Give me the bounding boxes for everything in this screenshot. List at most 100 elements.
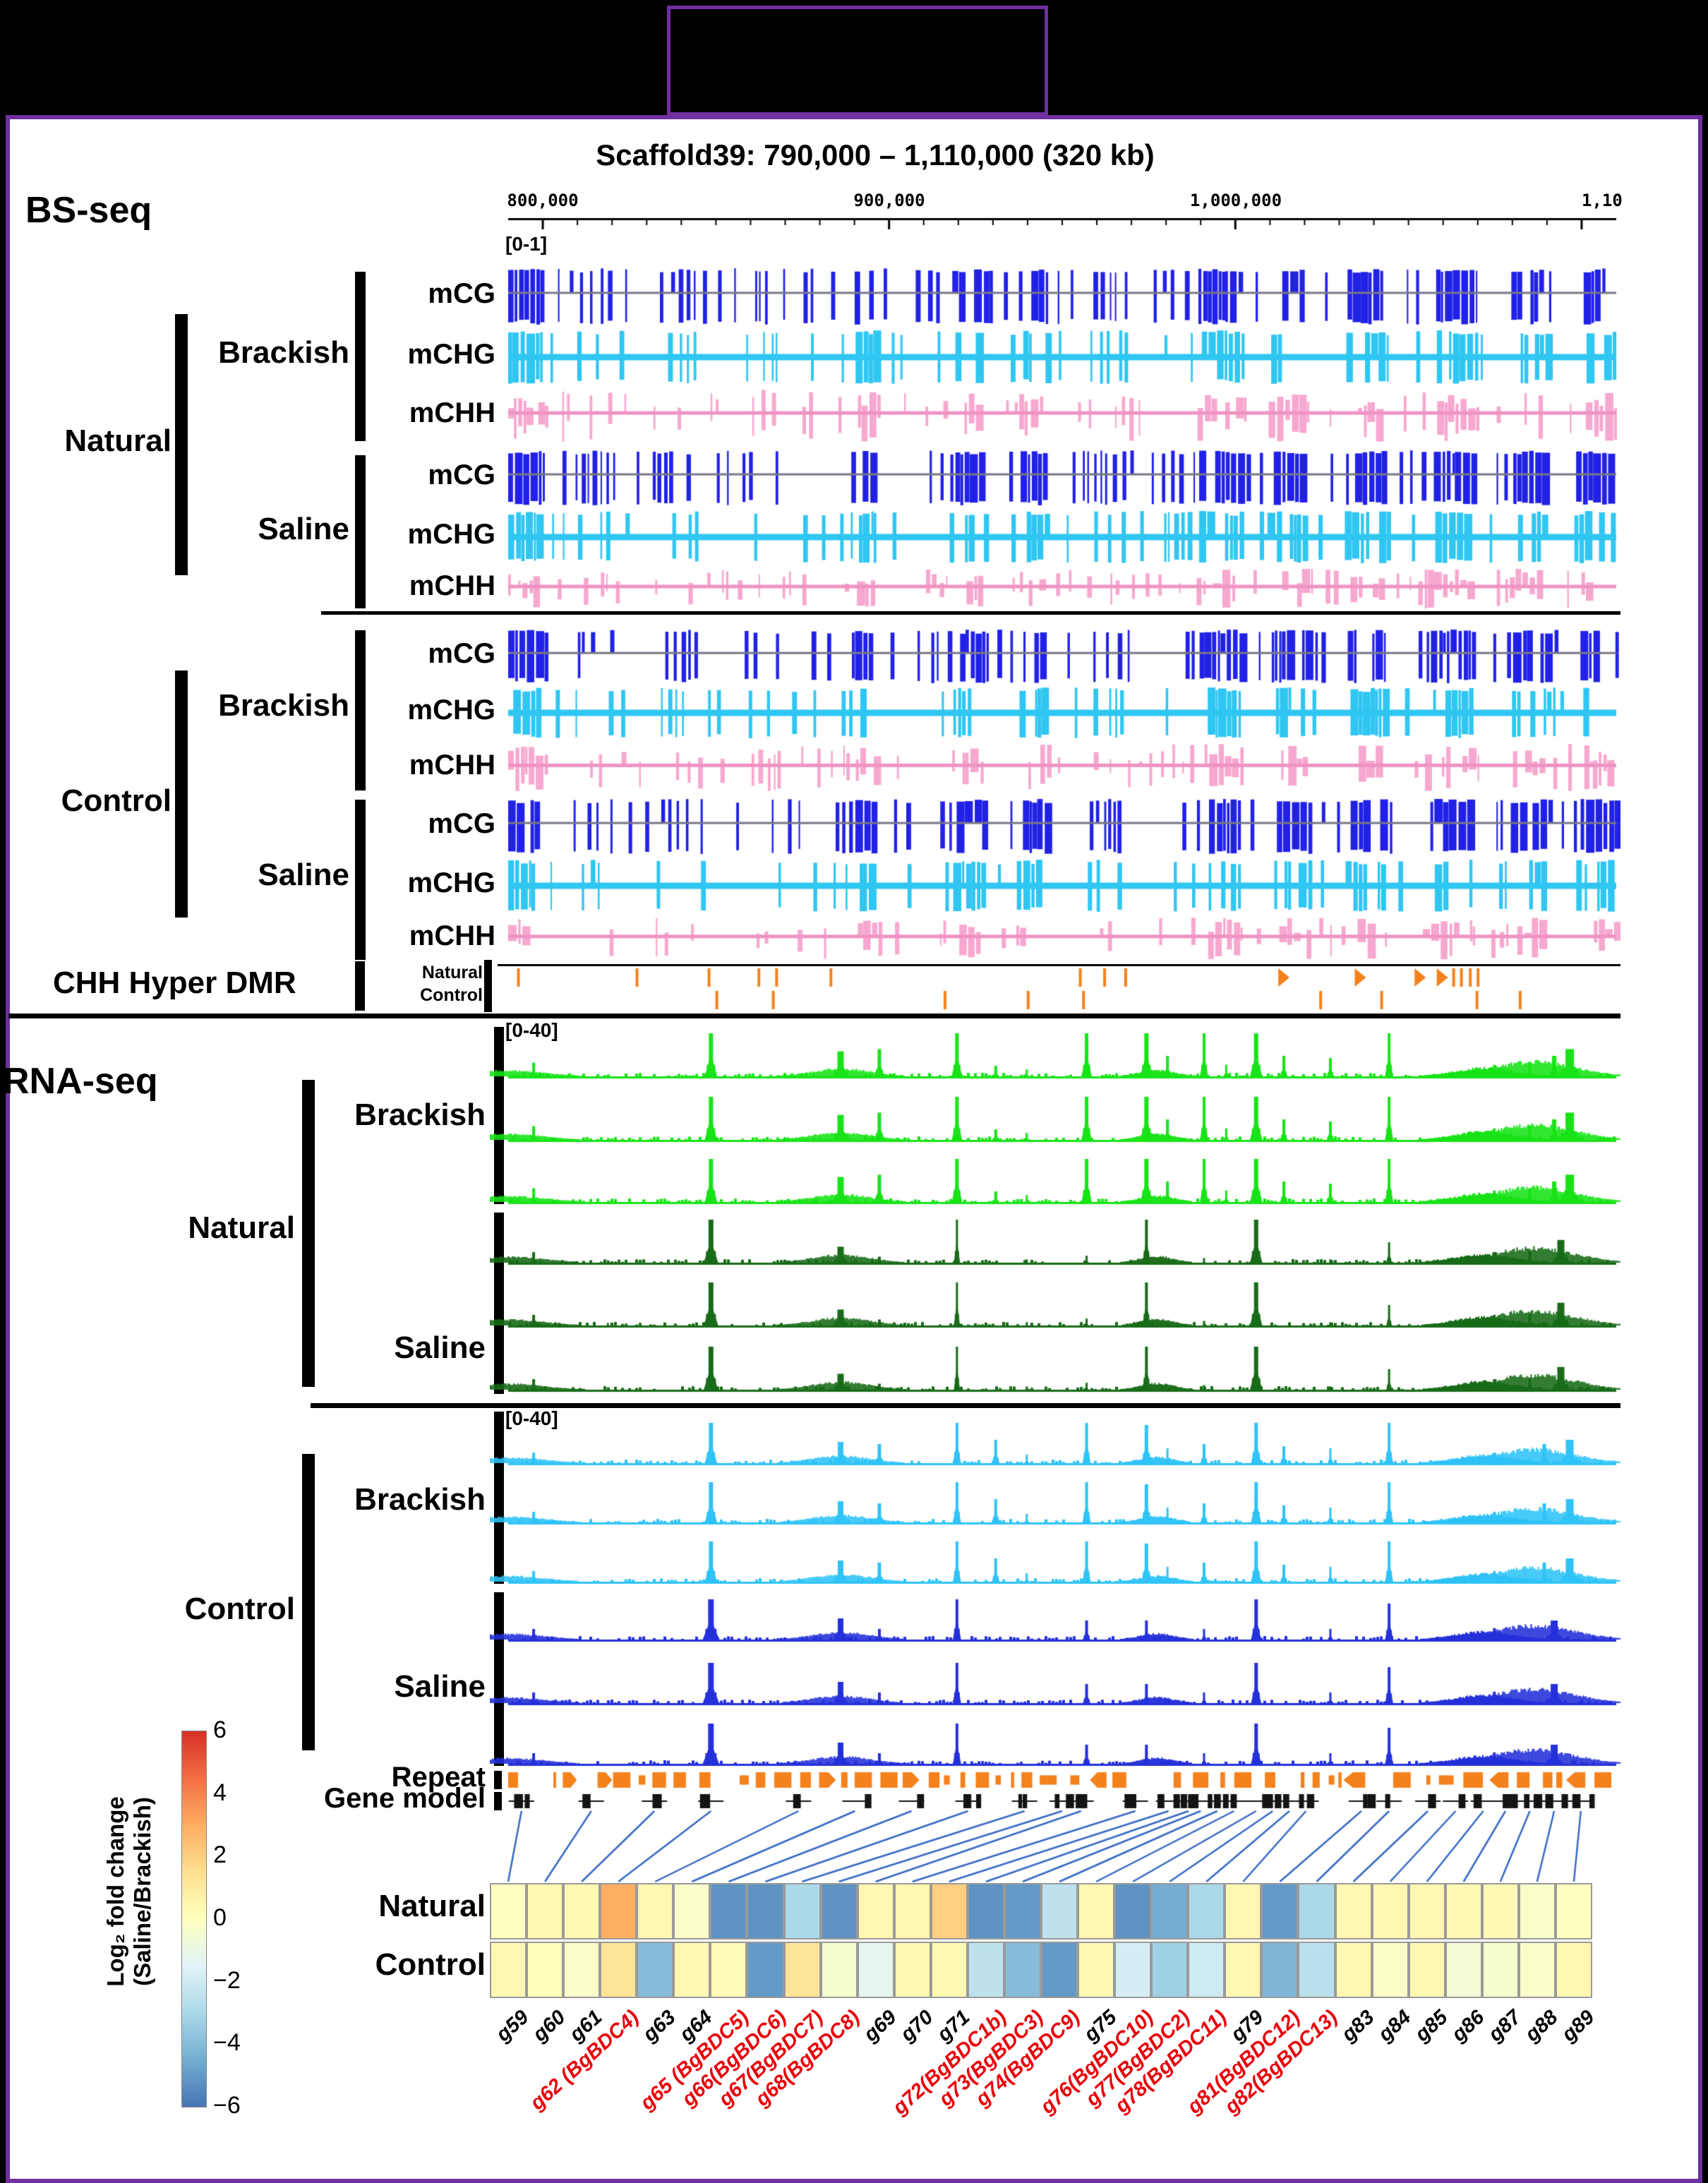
heatmap-cell (1371, 1883, 1409, 1940)
heatmap-cell (1078, 1942, 1115, 1998)
track-label-mchh-2: mCHH (409, 570, 495, 601)
heatmap-cell (1041, 1942, 1078, 1998)
bs-control-label: Control (61, 783, 172, 818)
colorbar-tick-label: −6 (213, 2092, 241, 2119)
heatmap-cell (1114, 1883, 1152, 1940)
colorbar-tick-label: 6 (213, 1716, 227, 1743)
header-title-box (667, 6, 1048, 116)
bs-natural-brackish-label: Brackish (218, 335, 349, 370)
colorbar-tick-label: 2 (213, 1841, 227, 1869)
heatmap-cell (894, 1883, 931, 1940)
bracket-bs-natural (175, 314, 188, 575)
heatmap-cell (1298, 1942, 1335, 1998)
heatmap-cell (673, 1883, 711, 1940)
genome-tracks-canvas (490, 176, 1620, 1884)
colorbar-gradient (181, 1731, 207, 2107)
heatmap-cell (637, 1883, 674, 1940)
heatmap-cell (1151, 1942, 1189, 1998)
heatmap-cell (563, 1942, 601, 1998)
heatmap-cell (1188, 1942, 1225, 1998)
heatmap-cell (967, 1883, 1004, 1940)
track-label-mchh-3: mCHH (409, 750, 495, 781)
heatmap-cell (1518, 1883, 1556, 1940)
heatmap-cell (1151, 1883, 1189, 1940)
bracket-bs-control (175, 670, 188, 918)
rna-seq-section-title: RNA-seq (3, 1061, 158, 1102)
heatmap-cell (710, 1942, 747, 1998)
heatmap-cell (563, 1883, 601, 1940)
heatmap-cell (1004, 1883, 1041, 1940)
heatmap-cell (1371, 1942, 1409, 1998)
bs-seq-section-title: BS-seq (25, 190, 152, 231)
heatmap-cell (1445, 1942, 1482, 1998)
track-label-mchh-1: mCHH (409, 397, 495, 428)
heatmap-cell (1481, 1883, 1519, 1940)
heatmap-cell (820, 1942, 858, 1998)
heatmap-cell (967, 1942, 1004, 1998)
rna-control-saline-label: Saline (394, 1669, 486, 1704)
bracket-rna-control (302, 1454, 315, 1750)
heatmap-cell (490, 1942, 527, 1998)
heatmap-cell (710, 1883, 747, 1940)
heatmap-cell (1041, 1883, 1078, 1940)
heatmap-cell (783, 1942, 821, 1998)
heatmap-cell (1555, 1942, 1592, 1998)
heatmap-cell (1408, 1942, 1445, 1998)
rna-natural-saline-label: Saline (394, 1330, 486, 1365)
colorbar-tick-label: 0 (213, 1904, 227, 1931)
heatmap-cell (1298, 1883, 1335, 1940)
colorbar-tick-label: −4 (213, 2029, 241, 2057)
heatmap-cell (1188, 1883, 1225, 1940)
heatmap-cell (857, 1883, 894, 1940)
bracket-bs-natural-brackish (355, 272, 366, 441)
rna-natural-brackish-label: Brackish (354, 1097, 486, 1132)
heatmap-cell (1078, 1883, 1115, 1940)
heatmap-cell (1518, 1942, 1556, 1998)
bs-control-saline-label: Saline (258, 858, 349, 892)
heatmap-cell (747, 1942, 784, 1998)
colorbar-title: Log₂ fold change (Saline/Brackish) (102, 1652, 166, 2131)
heatmap-cell (783, 1883, 821, 1940)
bracket-dmr-rows (484, 960, 492, 1012)
heatmap-cell (1481, 1942, 1519, 1998)
bs-natural-label: Natural (64, 423, 172, 458)
heatmap-cell (1114, 1942, 1152, 1998)
heatmap-cell (1408, 1883, 1445, 1940)
heatmap-cell (1555, 1883, 1592, 1940)
locus-title: Scaffold39: 790,000 – 1,110,000 (320 kb) (596, 138, 1155, 172)
heatmap-cell (1225, 1942, 1262, 1998)
track-label-mcg-3: mCG (428, 638, 495, 669)
colorbar-title-line2: (Saline/Brackish) (129, 1797, 155, 1986)
heatmap-cell (894, 1942, 931, 1998)
track-label-mcg-2: mCG (428, 459, 495, 491)
heatmap-cell (600, 1883, 637, 1940)
rna-control-label: Control (184, 1592, 295, 1626)
track-label-mcg-1: mCG (428, 278, 495, 309)
heatmap-cell (930, 1942, 968, 1998)
bracket-bs-control-brackish (355, 630, 366, 790)
bs-natural-saline-label: Saline (258, 512, 349, 546)
heatmap-cell (1261, 1883, 1299, 1940)
heatmap-row-label-control: Control (375, 1947, 486, 1982)
repeat-track-label: Repeat (391, 1762, 486, 1793)
colorbar-title-line1: Log₂ fold change (102, 1796, 128, 1987)
heatmap-row-label-natural: Natural (378, 1889, 486, 1923)
bracket-bs-natural-saline (355, 455, 366, 608)
heatmap-cell (857, 1942, 894, 1998)
heatmap-cell (1004, 1942, 1041, 1998)
dmr-control-label: Control (420, 985, 483, 1005)
rna-natural-label: Natural (188, 1210, 295, 1245)
track-label-mchg-3: mCHG (407, 694, 495, 726)
bracket-dmr (355, 961, 365, 1011)
heatmap-cell (600, 1942, 637, 1998)
track-label-mcg-4: mCG (428, 808, 495, 839)
bs-control-brackish-label: Brackish (218, 688, 349, 723)
heatmap-cell (1335, 1883, 1372, 1940)
heatmap-cell (820, 1883, 858, 1940)
heatmap-cell (1445, 1883, 1482, 1940)
track-label-mchg-1: mCHG (407, 339, 495, 370)
heatmap-cell (1225, 1883, 1262, 1940)
track-label-mchg-2: mCHG (407, 519, 495, 550)
gene-model-track-label: Gene model (324, 1783, 486, 1814)
